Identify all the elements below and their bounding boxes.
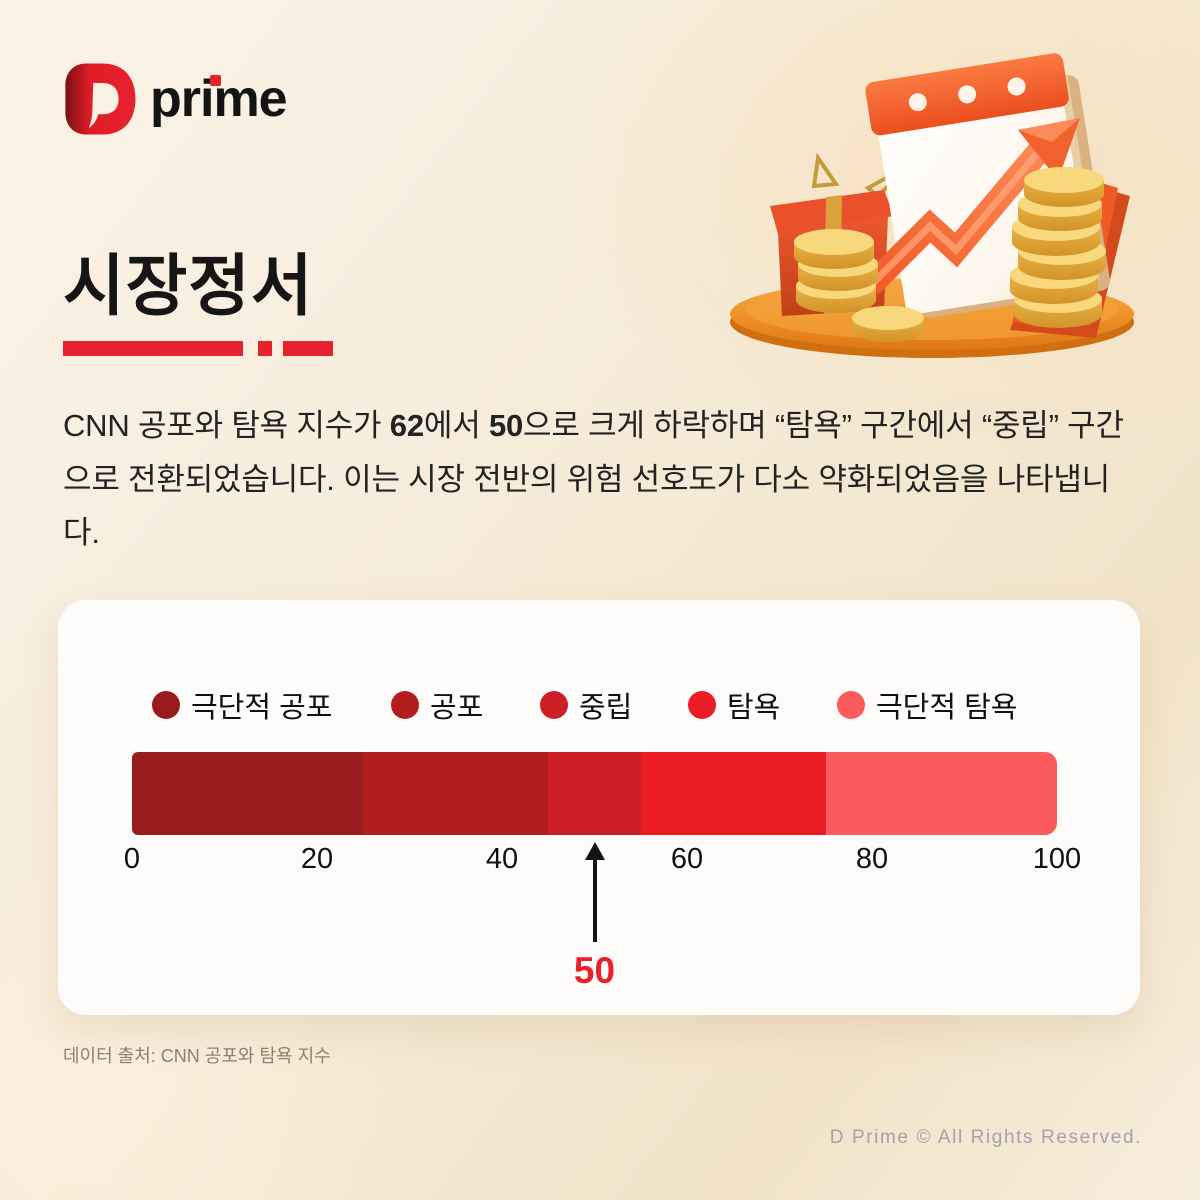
calendar-coins-growth-illustration	[718, 38, 1162, 372]
legend-dot-icon	[152, 691, 180, 719]
legend-label: 중립	[579, 692, 633, 724]
title-underline	[63, 341, 333, 356]
bar-segment	[132, 752, 364, 835]
axis-tick-label: 20	[300, 843, 334, 875]
axis-tick-label: 60	[670, 843, 704, 875]
summary-paragraph: CNN 공포와 탐욕 지수가 62에서 50으로 크게 하락하며 “탐욕” 구간…	[63, 399, 1143, 560]
legend-item: 탐욕	[688, 684, 780, 726]
legend-item: 극단적 공포	[152, 684, 332, 726]
paragraph-text: 으로 크게 하락하며 “탐욕” 구간에서 “중립” 구간으로 전환되었습니다. …	[63, 408, 1124, 551]
current-value-arrow-icon	[584, 842, 605, 942]
underline-square	[258, 341, 272, 356]
axis-tick-label: 40	[485, 843, 519, 875]
axis-tick-label: 0	[123, 843, 141, 875]
legend-dot-icon	[837, 691, 865, 719]
axis-tick-label: 80	[855, 843, 889, 875]
legend-item: 극단적 탐욕	[837, 684, 1017, 726]
gauge-bar	[132, 752, 1057, 835]
legend-item: 공포	[391, 684, 483, 726]
legend-dot-icon	[688, 691, 716, 719]
arrow-head	[584, 842, 605, 860]
legend-label: 극단적 탐욕	[876, 692, 1018, 724]
bar-segment	[363, 752, 549, 835]
brand-logo: prime	[62, 60, 288, 138]
axis-tick-label: 100	[1032, 843, 1082, 875]
legend-label: 공포	[430, 692, 484, 724]
legend-item: 중립	[540, 684, 632, 726]
bar-segment	[825, 752, 1057, 835]
gauge-axis: 0 20 40 60 80 100	[124, 843, 1081, 883]
current-value-label: 50	[573, 950, 616, 991]
legend-dot-icon	[540, 691, 568, 719]
legend-label: 극단적 공포	[191, 692, 333, 724]
highlight-value: 50	[488, 408, 524, 443]
highlight-value: 62	[389, 408, 424, 443]
brand-wordmark: prime	[150, 70, 288, 128]
paragraph-text: CNN 공포와 탐욕 지수가	[63, 408, 390, 443]
legend-dot-icon	[391, 691, 419, 719]
copyright-text: D Prime © All Rights Reserved.	[829, 1127, 1142, 1148]
underline-bar-long	[63, 341, 243, 356]
legend-label: 탐욕	[727, 692, 781, 724]
underline-bar-short	[283, 341, 333, 356]
sentiment-gauge-card: 극단적 공포 공포 중립 탐욕 극단적 탐욕 0 20 40 60 80 100 50	[58, 600, 1140, 1015]
arrow-line	[592, 860, 597, 942]
bar-segment	[640, 752, 826, 835]
data-source-note: 데이터 출처: CNN 공포와 탐욕 지수	[63, 1046, 331, 1066]
page-title: 시장정서	[63, 249, 314, 324]
d-logo-icon	[62, 60, 138, 138]
logo-i-dot	[210, 75, 221, 86]
paragraph-text: 에서	[423, 408, 489, 443]
bar-segment	[548, 752, 641, 835]
